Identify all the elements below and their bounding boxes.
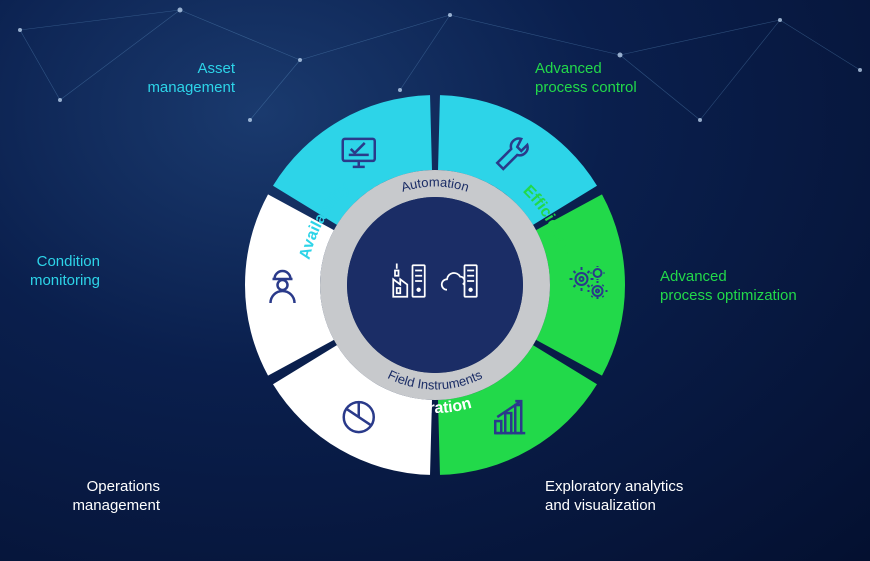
cloud-server-icon [440, 260, 482, 302]
label-exploratory-analytics: Exploratory analyticsand visualization [545, 478, 683, 516]
label-operations-management: Operationsmanagement [72, 478, 160, 516]
label-advanced-process-optimization: Advancedprocess optimization [660, 268, 797, 306]
label-condition-monitoring: Conditionmonitoring [30, 253, 100, 291]
label-asset-management: Assetmanagement [147, 60, 235, 98]
center-icon-group [388, 260, 482, 302]
label-advanced-process-control: Advancedprocess control [535, 60, 637, 98]
factory-server-icon [388, 260, 430, 302]
